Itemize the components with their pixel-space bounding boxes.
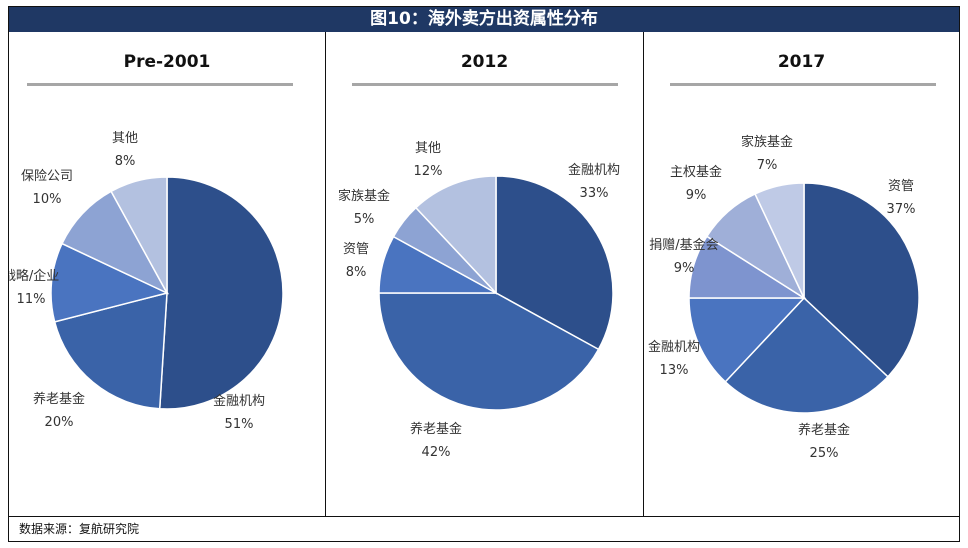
slice-label: 金融机构 [648,339,700,355]
slice-percent-label: 37% [887,202,916,217]
pie-slice [803,182,920,378]
panel-title: Pre-2001 [123,52,211,72]
slice-percent-label: 10% [33,192,62,207]
slice-percent-label: 11% [17,292,46,307]
pie-chart-2017: 资管 37% 养老基金 25% 金融机构 13% 捐赠/基金会 9% 主权基金 9% 家族基金 7% [648,134,920,461]
pie-slice [50,242,170,323]
slice-label: 养老基金 [410,421,462,437]
slice-label: 养老基金 [33,391,85,407]
slice-percent-label: 9% [686,188,707,203]
pie-slice [158,176,284,410]
slice-label: 养老基金 [798,422,850,438]
panel-2017: 2017 资管 37% 养老基金 25% 金融机构 13% 捐赠/基金会 9% 主权基金 9% 家族… [644,32,959,516]
slice-percent-label: 51% [225,417,254,432]
panel-title-rule [670,83,936,86]
pie-slice [53,292,168,410]
figure-frame: 图10：海外卖方出资属性分布 Pre-2001 金融机构 51% 养老基金 20% 战略… [8,6,960,542]
slice-label: 家族基金 [741,134,793,150]
slice-percent-label: 25% [810,446,839,461]
pie-slice [724,296,889,414]
pie-slice [378,292,600,411]
panel-title: 2017 [777,52,826,72]
pie-slice [688,297,806,383]
panel-title: 2012 [460,52,509,72]
slice-percent-label: 20% [45,415,74,430]
pie-chart-pre-2001: 金融机构 51% 养老基金 20% 战略/企业 11% 保险公司 10% 其他 8% [9,131,284,432]
slice-percent-label: 12% [414,164,443,179]
slice-percent-label: 33% [580,186,609,201]
slice-percent-label: 8% [115,154,136,169]
slice-label: 资管 [888,179,914,194]
slice-label: 家族基金 [338,188,390,204]
panel-pre-2001: Pre-2001 金融机构 51% 养老基金 20% 战略/企业 11% 保险公司 10% 其他… [9,32,326,516]
slice-percent-label: 8% [346,265,367,280]
slice-percent-label: 42% [422,445,451,460]
slice-percent-label: 13% [660,363,689,378]
slice-percent-label: 7% [757,158,778,173]
slice-percent-label: 5% [354,212,375,227]
pie-slice [495,175,614,351]
slice-label: 金融机构 [213,393,265,409]
slice-percent-label: 9% [674,261,695,276]
source-note: 数据来源：复航研究院 [9,516,959,541]
panel-title-rule [352,83,618,86]
slice-label: 资管 [343,242,369,257]
slice-label: 捐赠/基金会 [649,237,718,253]
pie-chart-2012: 金融机构 33% 养老基金 42% 资管 8% 家族基金 5% 其他 12% [338,141,620,460]
slice-label: 保险公司 [21,169,73,184]
slice-label: 其他 [112,131,138,146]
pie-slice [61,190,169,295]
slice-label: 其他 [415,141,441,156]
slice-label: 金融机构 [568,162,620,178]
panel-title-rule [27,83,293,86]
slice-label: 主权基金 [670,164,722,180]
figure-title: 图10：海外卖方出资属性分布 [9,7,959,32]
pie-slice [414,175,497,295]
slice-label: 战略/企业 [9,268,59,284]
panel-2012: 2012 金融机构 33% 养老基金 42% 资管 8% 家族基金 5% 其他 12% [326,32,644,516]
pie-slice [754,182,805,299]
pie-slice [110,176,168,294]
